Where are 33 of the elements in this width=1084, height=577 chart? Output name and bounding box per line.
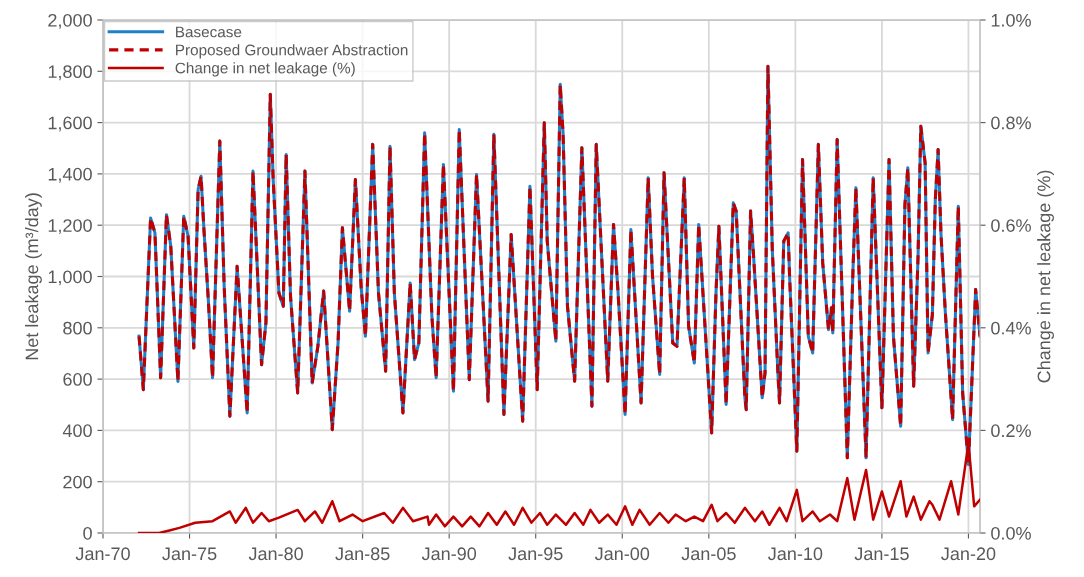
x-tick-label: Jan-85: [335, 547, 390, 561]
x-tick-label: Jan-75: [162, 547, 217, 561]
x-tick-label: Jan-05: [681, 547, 736, 561]
legend-label: Proposed Groundwaer Abstraction: [176, 44, 408, 59]
x-tick-label: Jan-70: [75, 547, 130, 561]
legend-label: Basecase: [176, 26, 242, 38]
y2-tick-label: 1.0%: [991, 13, 1031, 27]
y-axis-title: Net leakage (m³/day): [25, 193, 42, 360]
y-tick-label: 2,000: [48, 13, 92, 29]
y-tick-label: 800: [63, 321, 92, 335]
y2-tick-label: 0.4%: [991, 321, 1031, 335]
x-tick-label: Jan-90: [421, 547, 477, 561]
legend-label: Change in net leakage (%): [175, 62, 355, 77]
x-tick-label: Jan-15: [854, 547, 909, 561]
y2-tick-label: 0.0%: [991, 526, 1031, 540]
x-tick-label: Jan-80: [248, 547, 303, 561]
y-tick-label: 1,000: [48, 270, 92, 286]
y2-tick-label: 0.6%: [991, 219, 1031, 232]
x-tick-label: Jan-20: [941, 547, 996, 561]
y2-axis-title: Change in net leakage (%): [1037, 170, 1054, 383]
x-tick-label: Jan-10: [768, 547, 823, 561]
y2-tick-label: 0.2%: [991, 424, 1031, 438]
y-tick-label: 1,800: [48, 65, 92, 81]
y-tick-label: 600: [63, 373, 92, 386]
x-tick-label: Jan-95: [508, 547, 563, 561]
y-tick-label: 1,600: [48, 116, 92, 132]
y-tick-label: 1,400: [48, 167, 92, 183]
x-tick-label: Jan-00: [594, 547, 650, 561]
y-tick-label: 200: [63, 475, 92, 489]
y-tick-label: 400: [62, 424, 92, 438]
y-tick-label: 1,200: [48, 219, 92, 235]
y-tick-label: 0: [83, 526, 92, 540]
y2-tick-label: 0.8%: [991, 116, 1031, 130]
